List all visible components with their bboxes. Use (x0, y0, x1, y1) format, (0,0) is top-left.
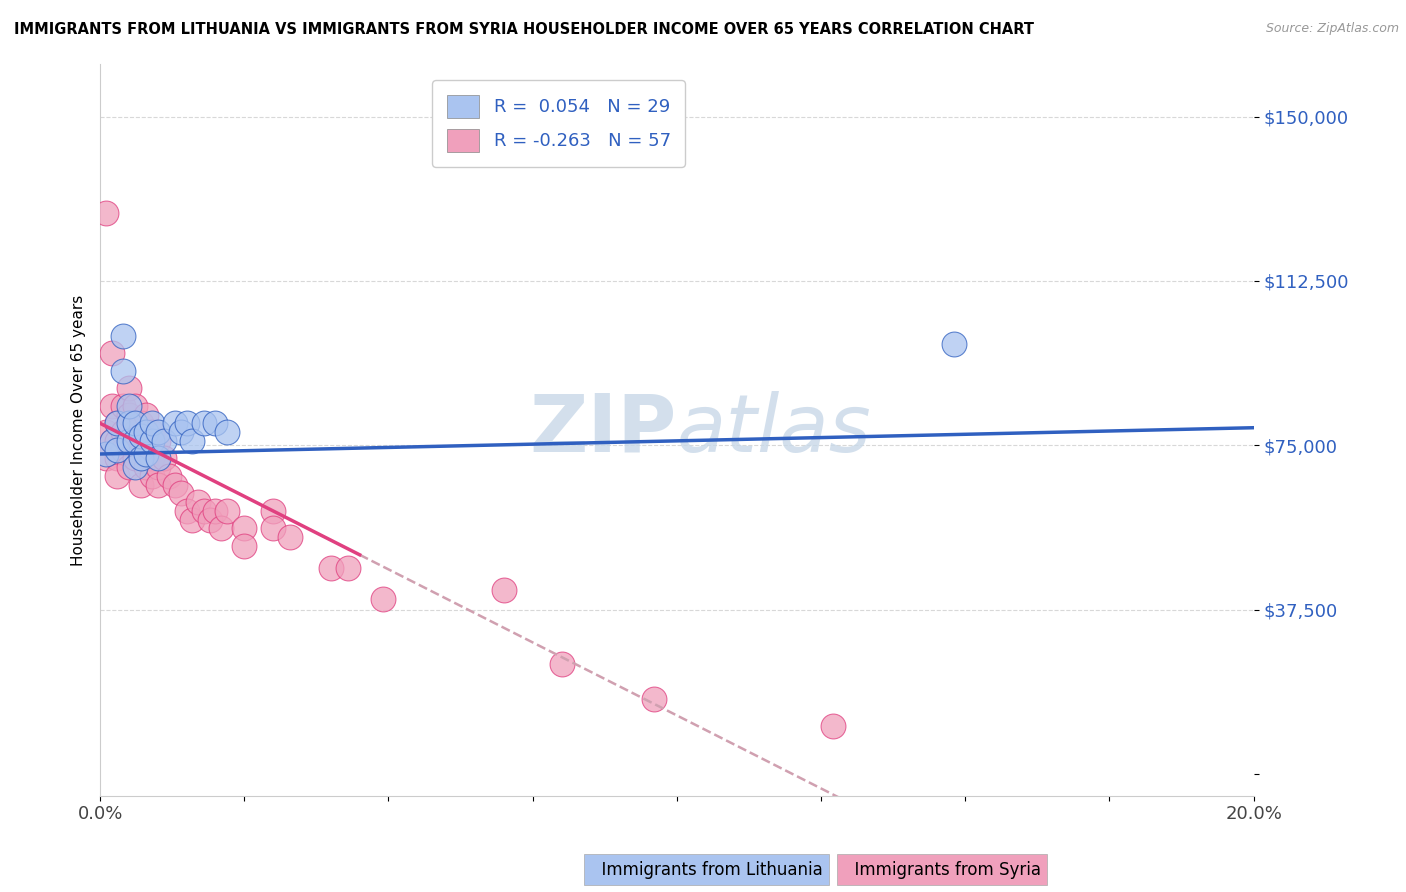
Point (262, 521, 284, 535)
Point (112, 399, 135, 413)
Point (165, 477, 187, 491)
Point (107, 417, 129, 431)
Point (319, 561, 342, 575)
Point (170, 486, 193, 500)
Point (209, 521, 232, 535)
Point (118, 408, 141, 422)
Point (204, 417, 226, 431)
Point (146, 451, 169, 466)
Point (100, 434, 122, 448)
Point (204, 504, 226, 518)
Point (550, 657, 572, 672)
Point (141, 451, 163, 466)
Point (129, 477, 152, 491)
Text: Immigrants from Lithuania: Immigrants from Lithuania (591, 861, 823, 879)
Point (942, 337, 965, 351)
Point (371, 591, 394, 606)
Point (337, 561, 360, 575)
Point (135, 447, 157, 461)
Point (193, 504, 215, 518)
Point (118, 399, 141, 413)
Point (157, 469, 180, 483)
Point (129, 429, 152, 443)
Point (124, 417, 146, 431)
Point (215, 425, 238, 439)
Point (141, 425, 163, 439)
Point (107, 434, 129, 448)
Text: atlas: atlas (676, 391, 872, 469)
Text: Immigrants from Syria: Immigrants from Syria (844, 861, 1040, 879)
Point (176, 417, 198, 431)
Point (100, 346, 122, 360)
Point (152, 434, 174, 448)
Point (124, 399, 146, 413)
Point (198, 513, 221, 527)
Point (492, 582, 515, 597)
Point (118, 434, 141, 448)
Point (107, 417, 129, 431)
Point (129, 434, 152, 448)
Point (112, 425, 135, 439)
Point (165, 417, 187, 431)
Point (100, 434, 122, 448)
Point (135, 425, 157, 439)
Point (146, 425, 169, 439)
Point (146, 434, 169, 448)
Point (141, 434, 163, 448)
Point (821, 719, 844, 733)
Point (112, 328, 135, 343)
Point (118, 434, 141, 448)
Point (107, 469, 129, 483)
Point (141, 469, 163, 483)
Point (112, 364, 135, 378)
Point (94, 451, 117, 466)
Point (112, 442, 135, 457)
Point (118, 381, 141, 395)
Point (193, 417, 215, 431)
Point (176, 504, 198, 518)
Point (107, 451, 129, 466)
Point (135, 408, 157, 422)
Point (94, 206, 117, 220)
Text: Source: ZipAtlas.com: Source: ZipAtlas.com (1265, 22, 1399, 36)
Point (152, 451, 174, 466)
Text: ZIP: ZIP (530, 391, 676, 469)
Point (129, 451, 152, 466)
Point (280, 530, 302, 544)
Text: IMMIGRANTS FROM LITHUANIA VS IMMIGRANTS FROM SYRIA HOUSEHOLDER INCOME OVER 65 YE: IMMIGRANTS FROM LITHUANIA VS IMMIGRANTS … (14, 22, 1033, 37)
Point (124, 451, 146, 466)
Point (181, 434, 204, 448)
Point (118, 460, 141, 475)
Point (129, 417, 152, 431)
Point (124, 434, 146, 448)
Point (141, 417, 163, 431)
Legend: R =  0.054   N = 29, R = -0.263   N = 57: R = 0.054 N = 29, R = -0.263 N = 57 (432, 80, 685, 167)
Point (135, 434, 157, 448)
Point (107, 442, 129, 457)
Point (233, 521, 256, 535)
Point (262, 504, 284, 518)
Point (146, 477, 169, 491)
Point (135, 460, 157, 475)
Point (643, 692, 665, 706)
Y-axis label: Householder Income Over 65 years: Householder Income Over 65 years (72, 294, 86, 566)
Point (146, 460, 169, 475)
Point (215, 504, 238, 518)
Point (181, 513, 204, 527)
Point (94, 425, 117, 439)
Point (129, 451, 152, 466)
Point (94, 447, 117, 461)
Point (118, 417, 141, 431)
Point (100, 399, 122, 413)
Point (187, 495, 209, 509)
Point (233, 539, 256, 553)
Point (170, 425, 193, 439)
Point (124, 425, 146, 439)
Point (124, 460, 146, 475)
